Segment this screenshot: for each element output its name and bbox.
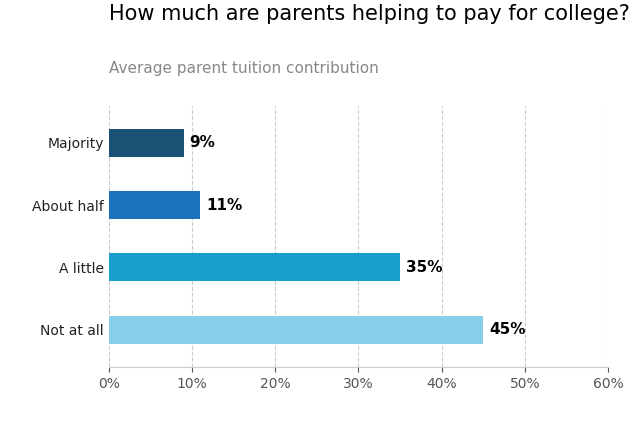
Text: Average parent tuition contribution: Average parent tuition contribution [109,61,378,76]
Bar [109,129,184,157]
Bar [109,191,200,219]
Text: How much are parents helping to pay for college?: How much are parents helping to pay for … [109,4,630,24]
Bar [109,254,400,281]
Bar [109,316,483,344]
Text: 45%: 45% [489,322,525,337]
Text: 9%: 9% [189,135,216,150]
Text: 35%: 35% [406,260,442,275]
Text: 11%: 11% [206,197,243,213]
